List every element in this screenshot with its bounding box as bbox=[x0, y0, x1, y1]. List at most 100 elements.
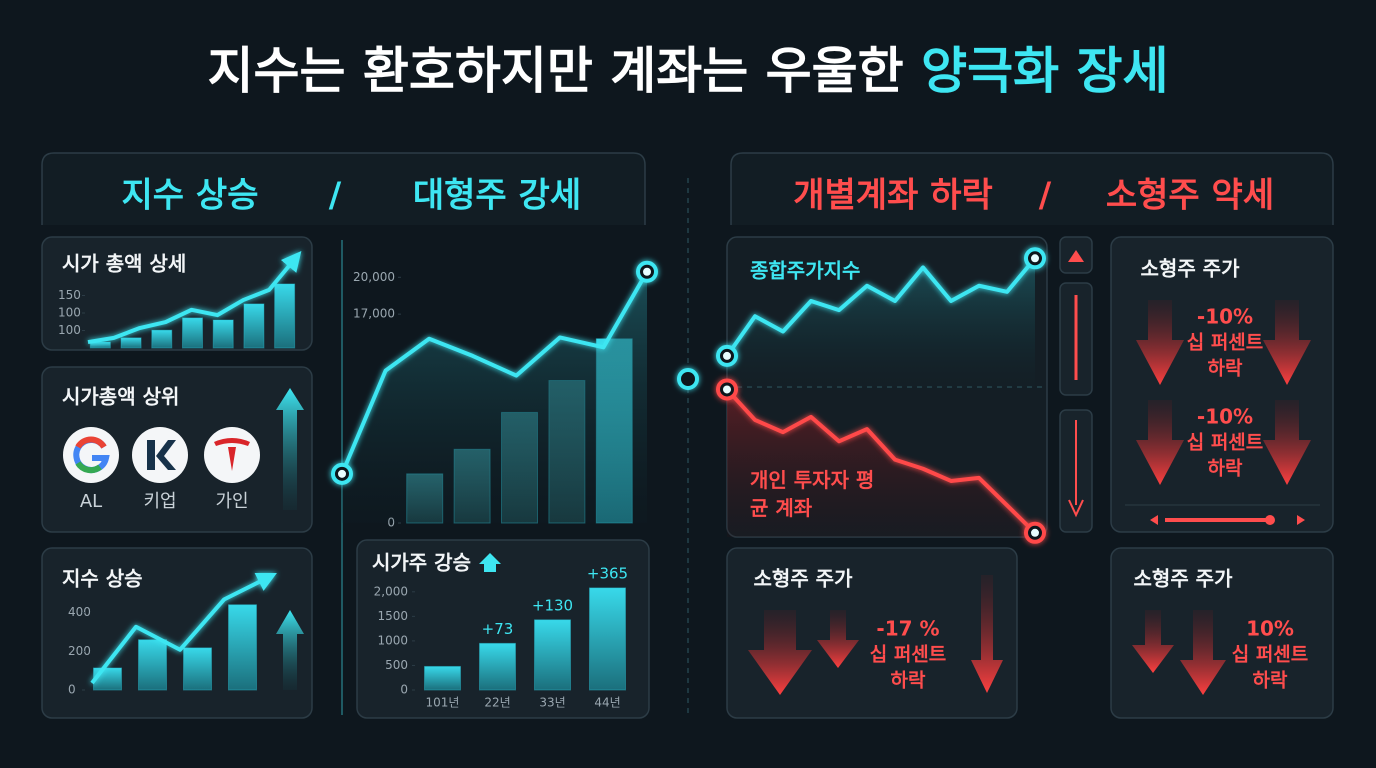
right-header-frame bbox=[730, 152, 1334, 225]
panel-title: 시가 총액 상세 bbox=[62, 252, 186, 276]
line bbox=[725, 388, 1037, 535]
change-label: 십 퍼센트 bbox=[1187, 432, 1264, 454]
bar bbox=[589, 587, 626, 691]
x-tick-label: 101년 bbox=[426, 696, 460, 710]
panel-title: 소형주 주가 bbox=[1141, 257, 1241, 281]
panel-title: 소형주 주가 bbox=[754, 567, 854, 591]
change-value: -17 % bbox=[876, 617, 939, 641]
down-arrow bbox=[748, 610, 812, 695]
panel-title: 지수 상승 bbox=[62, 567, 143, 591]
line bbox=[725, 257, 1037, 358]
y-tick-label: 2,000 bbox=[374, 584, 408, 598]
x-tick-label: 44년 bbox=[594, 696, 620, 710]
bar bbox=[120, 337, 142, 349]
line bbox=[87, 251, 302, 345]
left-heading2: 대형주 강세 bbox=[413, 176, 581, 216]
bar bbox=[243, 303, 265, 349]
scroll-up bbox=[1068, 250, 1084, 262]
x-tick-label: 33년 bbox=[539, 696, 565, 710]
bar-annotation: +130 bbox=[532, 596, 573, 614]
down-arrow bbox=[817, 610, 859, 668]
left-header-frame bbox=[41, 152, 646, 225]
series-label: 개인 투자자 평균 계좌 bbox=[750, 468, 875, 520]
y-tick-label: 400 bbox=[68, 605, 91, 619]
divider-node bbox=[677, 368, 699, 390]
left-separator: / bbox=[329, 176, 342, 216]
line-end-core bbox=[338, 469, 346, 478]
left-heading: 지수 상승 bbox=[122, 176, 259, 216]
panel-title: 시가주 강승 bbox=[372, 551, 471, 575]
y-tick-label: 150 bbox=[58, 288, 81, 302]
bar bbox=[479, 642, 516, 691]
change-sub: 하락 bbox=[1253, 670, 1288, 692]
logo bbox=[63, 427, 119, 483]
panel-title: 소형주 주가 bbox=[1134, 567, 1234, 591]
bar bbox=[183, 647, 212, 691]
down-arrow bbox=[1180, 610, 1226, 695]
line-end-core bbox=[1031, 254, 1039, 263]
y-tick-label: 100 bbox=[58, 323, 81, 337]
down-arrow bbox=[971, 575, 1003, 693]
line-end-core bbox=[643, 267, 651, 276]
bar bbox=[274, 283, 296, 349]
area bbox=[342, 271, 647, 523]
scroll-down bbox=[1068, 420, 1084, 518]
change-value: -10% bbox=[1197, 305, 1253, 329]
logo-mark bbox=[75, 436, 107, 449]
right-heading: 개별계좌 하락 bbox=[793, 176, 993, 216]
down-arrow bbox=[1132, 610, 1174, 673]
y-tick-label: 100 bbox=[58, 306, 81, 320]
bar-annotation: +73 bbox=[482, 620, 514, 638]
bar bbox=[424, 665, 461, 691]
y-tick-label: 1500 bbox=[377, 609, 408, 623]
y-tick-label: 200 bbox=[68, 644, 91, 658]
bar bbox=[182, 317, 203, 349]
panel bbox=[1110, 547, 1334, 719]
title-accent: 양극화 장세 bbox=[921, 42, 1168, 100]
logo-label: AL bbox=[80, 491, 102, 512]
bar bbox=[138, 639, 167, 691]
page-title: 지수는 환호하지만 계좌는 우울한 양극화 장세 bbox=[207, 42, 1168, 100]
slider-knob bbox=[1265, 515, 1275, 525]
y-tick-label: 0 bbox=[400, 683, 408, 697]
down-arrow bbox=[1263, 300, 1311, 385]
bar bbox=[534, 619, 571, 691]
line-end-core bbox=[1031, 528, 1039, 537]
logo-label: 키업 bbox=[143, 491, 176, 512]
panel bbox=[1110, 236, 1334, 533]
y-tick-label: 17,000 bbox=[353, 307, 395, 321]
down-arrow bbox=[1263, 400, 1311, 485]
bar bbox=[151, 329, 173, 349]
panel-title: 시가총액 상위 bbox=[62, 385, 179, 409]
right-heading2: 소형주 약세 bbox=[1106, 176, 1274, 216]
change-label: 십 퍼센트 bbox=[1232, 644, 1309, 666]
change-sub: 하락 bbox=[1208, 358, 1243, 380]
up-arrow bbox=[276, 388, 304, 510]
down-arrow bbox=[1136, 300, 1184, 385]
down-arrow bbox=[1136, 400, 1184, 485]
change-label: 십 퍼센트 bbox=[870, 644, 947, 666]
change-sub: 하락 bbox=[891, 670, 926, 692]
y-tick-label: 20,000 bbox=[353, 270, 395, 284]
bar bbox=[228, 604, 257, 691]
right-separator: / bbox=[1039, 176, 1052, 216]
y-tick-label: 500 bbox=[385, 658, 408, 672]
bar-annotation: +365 bbox=[587, 564, 628, 582]
series-label: 종합주가지수 bbox=[750, 259, 860, 283]
line bbox=[340, 270, 649, 475]
change-label: 십 퍼센트 bbox=[1187, 332, 1264, 354]
line-end-core bbox=[723, 385, 731, 394]
line-end-core bbox=[723, 351, 731, 360]
up-icon bbox=[479, 553, 501, 572]
up-arrow bbox=[276, 610, 304, 690]
area bbox=[727, 258, 1035, 387]
panel bbox=[726, 547, 1018, 719]
x-tick-label: 22년 bbox=[484, 696, 510, 710]
logo-mark bbox=[147, 440, 176, 470]
title-main: 지수는 환호하지만 계좌는 우울한 bbox=[207, 42, 903, 100]
logo-label: 가인 bbox=[215, 491, 248, 512]
y-tick-label: 1000 bbox=[377, 633, 408, 647]
